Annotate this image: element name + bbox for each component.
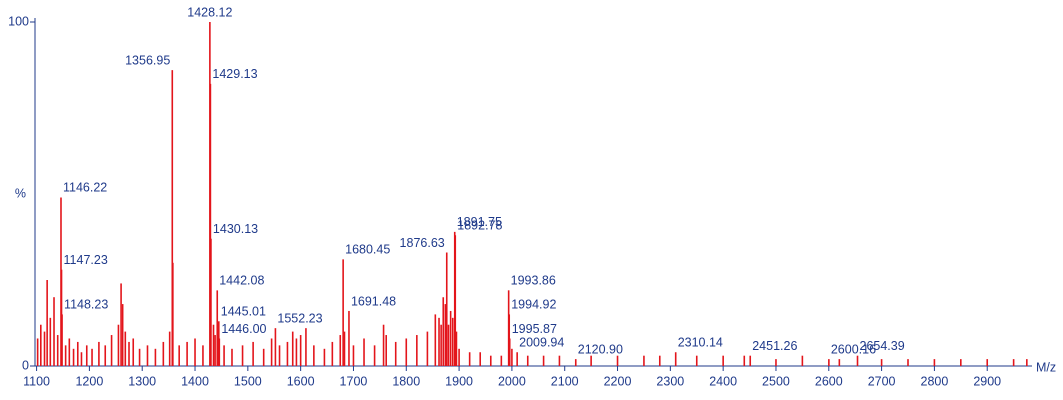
peak-label: 1995.87: [512, 322, 557, 336]
x-tick-label: 2900: [973, 374, 1001, 388]
peak-label: 1442.08: [219, 274, 264, 288]
peak-label: 1993.86: [511, 274, 556, 288]
x-tick-label: 1200: [75, 374, 103, 388]
x-tick-label: 2000: [498, 374, 526, 388]
x-tick-label: 1800: [392, 374, 420, 388]
x-tick-label: 2200: [604, 374, 632, 388]
x-tick-label: 1100: [23, 374, 50, 388]
peak-label: 1680.45: [345, 243, 390, 257]
x-tick-label: 2400: [709, 374, 737, 388]
y-axis-label: %: [15, 186, 26, 200]
peak-label: 1446.00: [221, 322, 266, 336]
peak-label: 2310.14: [678, 336, 723, 350]
peak-label: 1891.75: [457, 215, 502, 229]
peak-label: 2120.90: [578, 342, 623, 356]
x-tick-label: 1900: [445, 374, 473, 388]
peak-label: 2451.26: [752, 339, 797, 353]
peak-label: 1147.23: [64, 253, 108, 267]
peak-label: 1445.01: [221, 305, 266, 319]
x-tick-label: 1700: [340, 374, 368, 388]
x-axis-label: M/z: [1036, 360, 1056, 374]
x-tick-label: 2100: [551, 374, 579, 388]
x-tick-label: 2600: [815, 374, 843, 388]
x-tick-label: 1600: [287, 374, 315, 388]
peak-label: 1146.22: [63, 181, 107, 195]
peak-label: 1876.63: [400, 236, 445, 250]
x-tick-label: 2700: [868, 374, 896, 388]
y-tick-label: 100: [8, 14, 29, 28]
peak-label: 1429.13: [212, 67, 257, 81]
x-tick-label: 2500: [762, 374, 790, 388]
peak-label: 2654.39: [860, 339, 905, 353]
peak-label: 2600.16: [831, 342, 876, 356]
peak-label: 1994.92: [511, 298, 556, 312]
x-tick-label: 1400: [181, 374, 209, 388]
y-tick-label: 0: [22, 358, 29, 372]
peak-label: 1430.13: [213, 222, 258, 236]
peak-label: 1148.23: [64, 298, 108, 312]
peak-label: 1552.23: [277, 311, 322, 325]
peak-label: 1892.78: [457, 219, 502, 233]
x-tick-label: 2300: [656, 374, 684, 388]
x-tick-label: 1500: [234, 374, 262, 388]
peak-label: 1428.12: [187, 5, 232, 19]
x-tick-label: 1300: [128, 374, 156, 388]
peak-label: 1356.95: [125, 53, 170, 67]
peak-label: 1691.48: [351, 294, 396, 308]
x-tick-label: 2800: [921, 374, 949, 388]
peak-label: 2009.94: [519, 336, 564, 350]
